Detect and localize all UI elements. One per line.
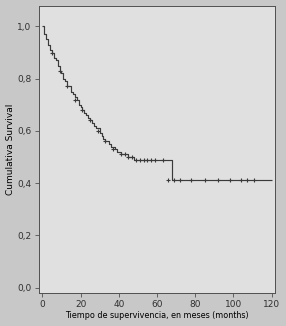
X-axis label: Tiempo de supervivencia, en meses (months): Tiempo de supervivencia, en meses (month… [65, 311, 249, 320]
Y-axis label: Cumulativa Survival: Cumulativa Survival [5, 103, 15, 195]
